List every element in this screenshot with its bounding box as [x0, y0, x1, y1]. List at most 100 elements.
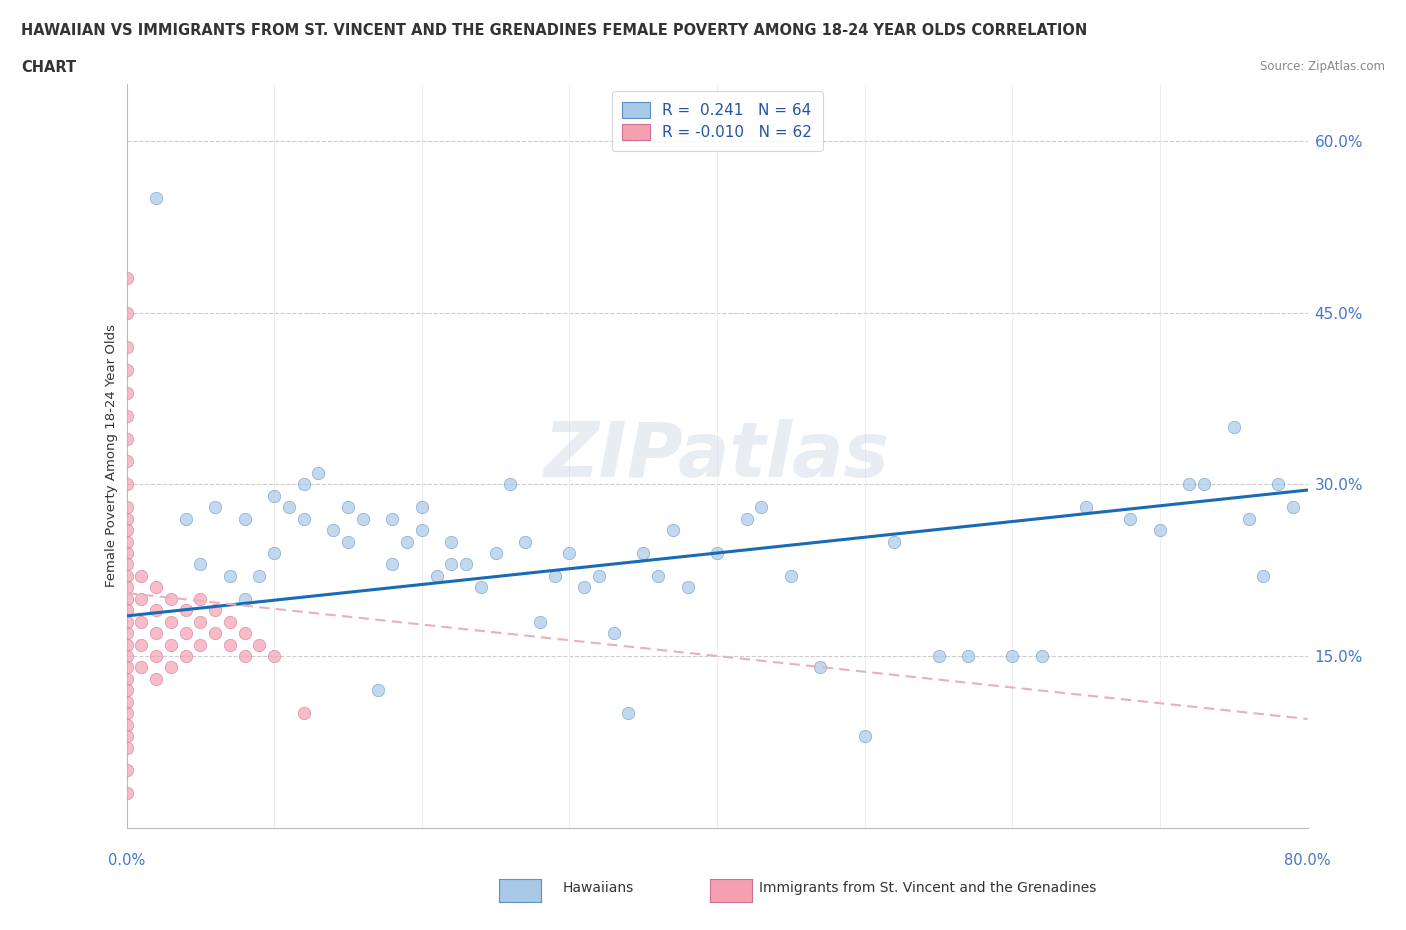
- Point: [779, 568, 801, 583]
- Point: [853, 729, 876, 744]
- Point: [233, 591, 256, 606]
- Point: [115, 695, 138, 710]
- Point: [145, 191, 167, 206]
- Point: [115, 637, 138, 652]
- Point: [661, 523, 683, 538]
- Point: [263, 488, 285, 503]
- Y-axis label: Female Poverty Among 18-24 Year Olds: Female Poverty Among 18-24 Year Olds: [105, 325, 118, 587]
- Point: [115, 580, 138, 595]
- Point: [115, 534, 138, 549]
- Point: [115, 271, 138, 286]
- Point: [735, 512, 758, 526]
- Point: [810, 660, 832, 675]
- Point: [174, 603, 197, 618]
- Point: [484, 546, 508, 561]
- Point: [145, 626, 167, 641]
- Point: [263, 546, 285, 561]
- Point: [307, 465, 329, 480]
- Point: [115, 557, 138, 572]
- Point: [263, 648, 285, 663]
- Point: [292, 512, 315, 526]
- Text: Source: ZipAtlas.com: Source: ZipAtlas.com: [1260, 60, 1385, 73]
- Point: [543, 568, 565, 583]
- Text: CHART: CHART: [21, 60, 76, 75]
- Point: [115, 339, 138, 354]
- Point: [115, 477, 138, 492]
- Point: [381, 557, 404, 572]
- Point: [115, 305, 138, 320]
- Point: [129, 637, 153, 652]
- Point: [396, 534, 419, 549]
- Point: [115, 591, 138, 606]
- Point: [129, 614, 153, 629]
- Point: [381, 512, 404, 526]
- Point: [115, 614, 138, 629]
- Point: [174, 626, 197, 641]
- Point: [188, 557, 211, 572]
- Point: [115, 740, 138, 755]
- Point: [159, 660, 183, 675]
- Point: [247, 637, 270, 652]
- Point: [204, 603, 226, 618]
- Point: [115, 683, 138, 698]
- Point: [219, 568, 242, 583]
- Point: [115, 408, 138, 423]
- Point: [174, 512, 197, 526]
- Point: [247, 568, 270, 583]
- Point: [115, 717, 138, 732]
- Point: [233, 512, 256, 526]
- Point: [115, 363, 138, 378]
- Text: Hawaiians: Hawaiians: [562, 881, 634, 896]
- Point: [115, 499, 138, 514]
- Point: [115, 385, 138, 400]
- Point: [115, 512, 138, 526]
- Point: [499, 477, 522, 492]
- Point: [145, 580, 167, 595]
- Point: [145, 671, 167, 686]
- Point: [676, 580, 699, 595]
- Point: [145, 603, 167, 618]
- Point: [883, 534, 905, 549]
- Point: [188, 614, 211, 629]
- Point: [115, 660, 138, 675]
- Point: [631, 546, 654, 561]
- Point: [322, 523, 344, 538]
- Text: Immigrants from St. Vincent and the Grenadines: Immigrants from St. Vincent and the Gren…: [759, 881, 1097, 896]
- Point: [425, 568, 447, 583]
- Point: [1222, 419, 1246, 434]
- Point: [115, 546, 138, 561]
- Point: [278, 499, 301, 514]
- Point: [454, 557, 477, 572]
- Point: [1119, 512, 1142, 526]
- Point: [188, 591, 211, 606]
- Point: [145, 648, 167, 663]
- Point: [233, 626, 256, 641]
- Point: [751, 499, 773, 514]
- Point: [204, 499, 226, 514]
- Point: [352, 512, 374, 526]
- Point: [292, 477, 315, 492]
- Point: [411, 523, 433, 538]
- Point: [1282, 499, 1305, 514]
- Point: [174, 648, 197, 663]
- Point: [219, 614, 242, 629]
- Point: [617, 706, 640, 721]
- Point: [115, 603, 138, 618]
- Point: [1001, 648, 1024, 663]
- Point: [115, 706, 138, 721]
- Point: [1192, 477, 1215, 492]
- Point: [1267, 477, 1289, 492]
- Point: [188, 637, 211, 652]
- Point: [574, 580, 596, 595]
- Point: [1031, 648, 1053, 663]
- Point: [706, 546, 728, 561]
- Point: [115, 626, 138, 641]
- Point: [366, 683, 388, 698]
- Point: [440, 557, 463, 572]
- Point: [129, 591, 153, 606]
- Text: HAWAIIAN VS IMMIGRANTS FROM ST. VINCENT AND THE GRENADINES FEMALE POVERTY AMONG : HAWAIIAN VS IMMIGRANTS FROM ST. VINCENT …: [21, 23, 1087, 38]
- Point: [1237, 512, 1260, 526]
- Point: [115, 671, 138, 686]
- Point: [115, 763, 138, 777]
- Point: [1076, 499, 1098, 514]
